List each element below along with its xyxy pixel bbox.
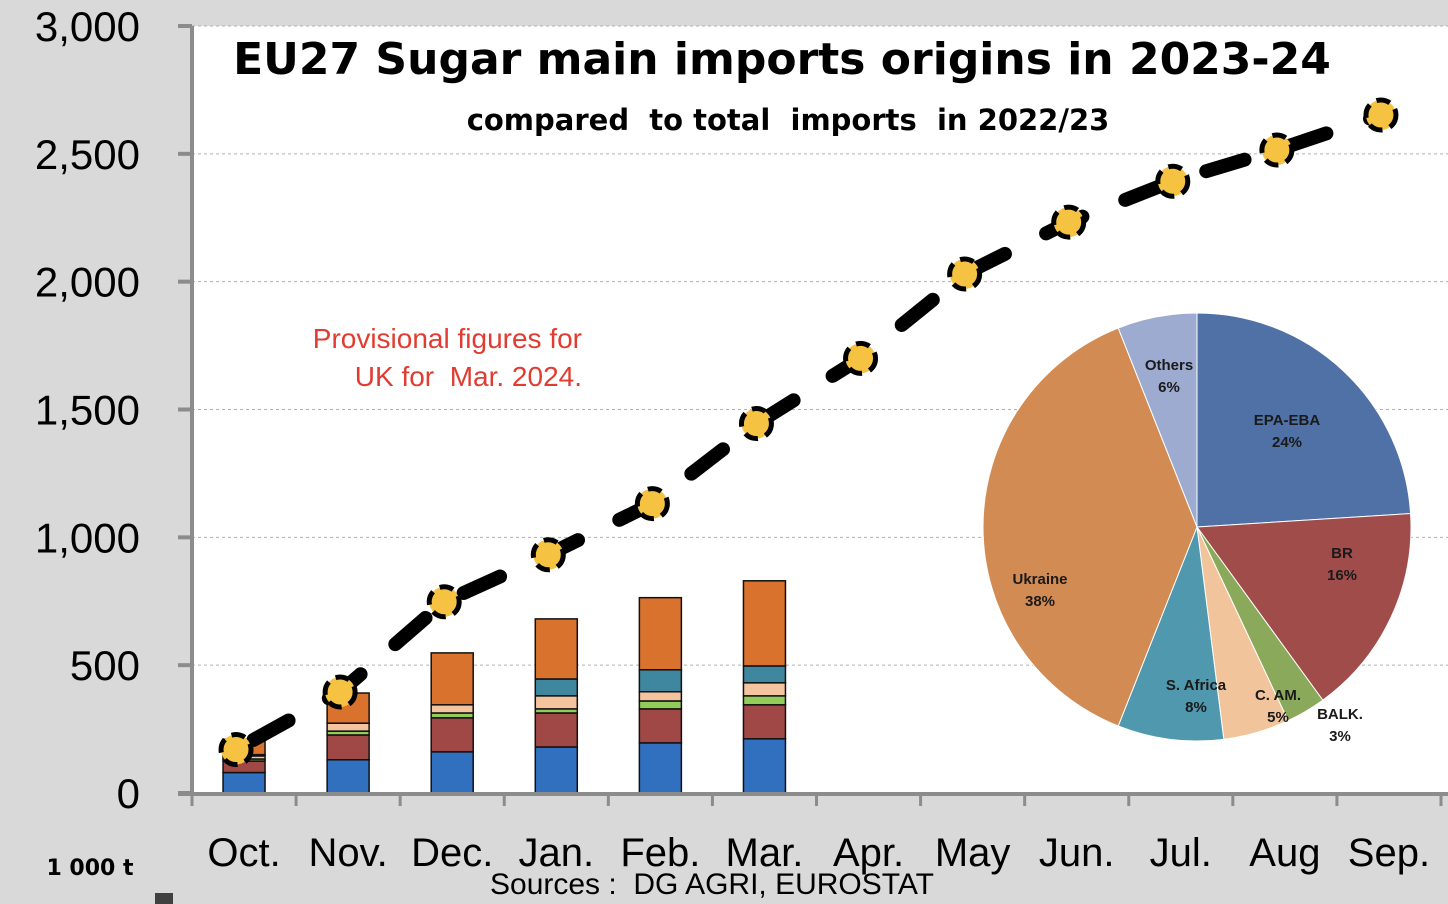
y-tick-label: 2,000 (35, 259, 140, 306)
pie-label-epa-eba: EPA-EBA (1254, 412, 1321, 429)
x-tick-label: Feb. (620, 831, 700, 875)
bar-segment-epa-eba (742, 738, 787, 794)
annotation-line-2: UK for Mar. 2024. (355, 361, 582, 392)
pie-slice-others (1117, 312, 1198, 528)
chart-title: EU27 Sugar main imports origins in 2023-… (233, 34, 1331, 85)
bar-segment-ukraine (638, 596, 683, 671)
line-marker (738, 406, 774, 442)
line-marker (322, 674, 358, 710)
bar-segment-br (534, 712, 579, 748)
bar-segment-epa-eba (430, 751, 474, 794)
bar-segment-s-africa (742, 665, 787, 684)
line-marker (1155, 163, 1191, 199)
line-marker (634, 486, 670, 522)
pie-label-c-am: C. AM. (1255, 687, 1301, 704)
bar-segment-br (638, 708, 683, 744)
y-tick-label: 3,000 (35, 3, 140, 50)
pie-label-s-africa: S. Africa (1166, 677, 1227, 694)
x-tick-label: Jan. (518, 831, 594, 875)
bar-segment-c-am (430, 704, 474, 714)
x-tick-label: Nov. (308, 831, 387, 875)
x-tick-label: Mar. (726, 831, 804, 875)
bar-segment-balk (638, 700, 683, 710)
bar-segment-br (742, 704, 787, 740)
pie-slice-s-africa (1117, 526, 1225, 742)
total-imports-line (229, 107, 1388, 757)
bar-segment-c-am (742, 682, 787, 697)
x-tick-label: May (935, 831, 1011, 875)
x-tick-label: Aug (1249, 831, 1320, 875)
x-tick-label: Apr. (833, 831, 904, 875)
bar-segment-balk (742, 695, 787, 706)
annotation-line-1: Provisional figures for (313, 323, 582, 354)
line-marker (947, 256, 983, 292)
bar-segment-c-am (534, 695, 579, 710)
bar-segment-ukraine (742, 580, 787, 667)
x-tick-label: Oct. (207, 831, 280, 875)
bar-segment-epa-eba (534, 746, 579, 794)
pie-label-others: Others (1145, 357, 1193, 374)
line-marker (426, 584, 462, 620)
pie-slice-br (1196, 513, 1412, 701)
x-tick-label: Sep. (1348, 831, 1430, 875)
line-marker (218, 732, 254, 768)
pie-pct-br: 16% (1327, 567, 1357, 584)
pie-pct-s-africa: 8% (1185, 699, 1207, 716)
pie-pct-epa-eba: 24% (1272, 434, 1302, 451)
y-tick-label: 1,000 (35, 514, 140, 561)
pie-pct-balk: 3% (1329, 728, 1351, 745)
chart-subtitle: compared to total imports in 2022/23 (467, 103, 1110, 137)
x-tick-label: Jun. (1039, 831, 1115, 875)
source-note: Sources : DG AGRI, EUROSTAT (490, 868, 934, 901)
pie-slice-ukraine (982, 327, 1198, 727)
x-tick-label: Jul. (1150, 831, 1212, 875)
y-tick-label: 0 (117, 770, 140, 817)
pie-pct-others: 6% (1158, 379, 1180, 396)
pie-pct-c-am: 5% (1267, 709, 1289, 726)
line-marker (1363, 97, 1399, 133)
bar-segment-epa-eba (638, 742, 683, 794)
bar-segment-ukraine (534, 618, 579, 680)
y-tick-label: 2,500 (35, 131, 140, 178)
bar-segment-br (430, 717, 474, 753)
bar-segment-c-am (326, 722, 370, 732)
bar-segment-epa-eba (326, 759, 370, 794)
bar-segment-ukraine (430, 652, 474, 706)
line-marker (1051, 204, 1087, 240)
x-tick-label: Dec. (411, 831, 493, 875)
pie-slice-epa-eba (1196, 312, 1412, 528)
line-marker (530, 537, 566, 573)
pie-label-br: BR (1331, 545, 1353, 562)
bar-segment-br (326, 734, 370, 761)
corner-marker (155, 893, 173, 904)
line-marker (843, 340, 879, 376)
y-axis-unit-label: 1 000 t (46, 856, 134, 881)
y-tick-label: 500 (70, 642, 140, 689)
pie-label-balk: BALK. (1317, 706, 1363, 723)
bar-segment-s-africa (638, 669, 683, 693)
bar-segment-epa-eba (222, 771, 266, 794)
y-tick-label: 1,500 (35, 387, 140, 434)
line-marker (1259, 132, 1295, 168)
bar-segment-c-am (638, 691, 683, 702)
pie-pct-ukraine: 38% (1025, 593, 1055, 610)
pie-label-ukraine: Ukraine (1012, 571, 1067, 588)
bar-segment-s-africa (534, 678, 579, 697)
